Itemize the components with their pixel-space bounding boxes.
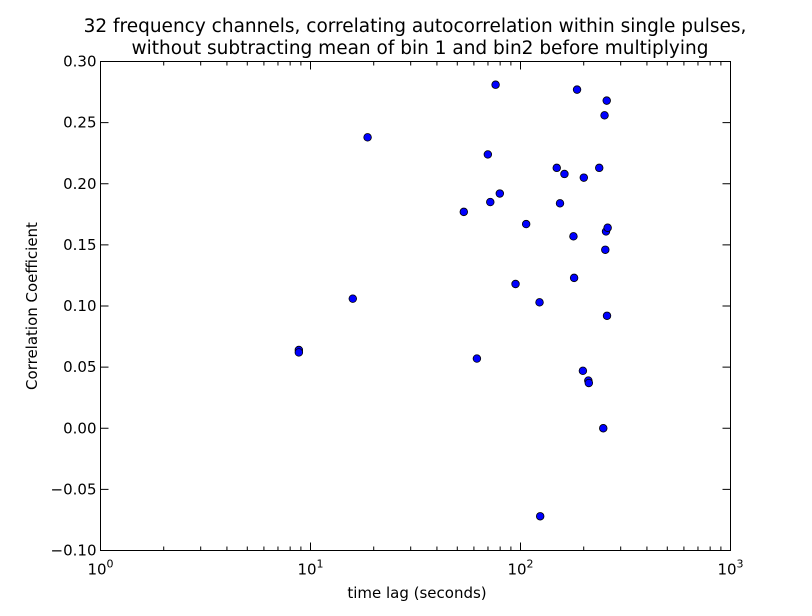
y-tick-label: 0.05 bbox=[63, 358, 96, 376]
y-tick-label: 0.00 bbox=[63, 419, 96, 437]
data-point bbox=[601, 246, 609, 254]
data-point bbox=[492, 81, 500, 89]
data-point bbox=[595, 164, 603, 172]
y-tick-label: 0.15 bbox=[63, 236, 96, 254]
y-tick-label: −0.05 bbox=[51, 480, 97, 498]
plot-frame bbox=[101, 62, 731, 551]
data-point bbox=[536, 512, 544, 520]
data-point bbox=[603, 312, 611, 320]
data-point bbox=[364, 133, 372, 141]
plot-marks bbox=[295, 81, 611, 520]
data-point bbox=[579, 367, 587, 375]
y-tick-label: 0.10 bbox=[63, 297, 96, 315]
y-tick-label: −0.10 bbox=[51, 542, 97, 560]
chart-title-line-1: 32 frequency channels, correlating autoc… bbox=[84, 16, 747, 37]
x-axis-label: time lag (seconds) bbox=[347, 584, 486, 602]
data-point bbox=[580, 174, 588, 182]
data-point bbox=[570, 233, 578, 241]
data-point bbox=[512, 280, 520, 288]
data-point bbox=[486, 198, 494, 206]
data-point bbox=[295, 349, 303, 357]
data-point bbox=[553, 164, 561, 172]
data-point bbox=[573, 86, 581, 94]
y-tick-label: 0.30 bbox=[63, 53, 96, 71]
data-point bbox=[460, 208, 468, 216]
data-point bbox=[604, 224, 612, 232]
x-tick-label: 102 bbox=[507, 558, 533, 579]
data-point bbox=[484, 151, 492, 159]
y-axis-label: Correlation Coefficient bbox=[23, 222, 41, 390]
data-point bbox=[522, 220, 530, 228]
data-point bbox=[585, 379, 593, 387]
data-point bbox=[599, 424, 607, 432]
data-point bbox=[496, 190, 504, 198]
x-axis: 100 101 102 103 bbox=[87, 62, 743, 579]
data-point bbox=[561, 170, 569, 178]
x-tick-label: 103 bbox=[717, 558, 743, 579]
x-tick-label: 101 bbox=[297, 558, 323, 579]
data-point bbox=[473, 355, 481, 363]
data-point bbox=[536, 299, 544, 307]
data-point bbox=[556, 200, 564, 208]
y-tick-label: 0.25 bbox=[63, 114, 96, 132]
y-tick-label: 0.20 bbox=[63, 175, 96, 193]
chart-title-line-2: without subtracting mean of bin 1 and bi… bbox=[132, 38, 709, 59]
y-axis: −0.10 −0.05 0.00 0.05 0.10 0.15 0.20 0.25 0.30 bbox=[51, 53, 731, 560]
x-tick-label: 100 bbox=[87, 558, 113, 579]
data-point bbox=[603, 97, 611, 105]
data-point bbox=[601, 111, 609, 119]
data-point bbox=[349, 295, 357, 303]
data-point bbox=[570, 274, 578, 282]
